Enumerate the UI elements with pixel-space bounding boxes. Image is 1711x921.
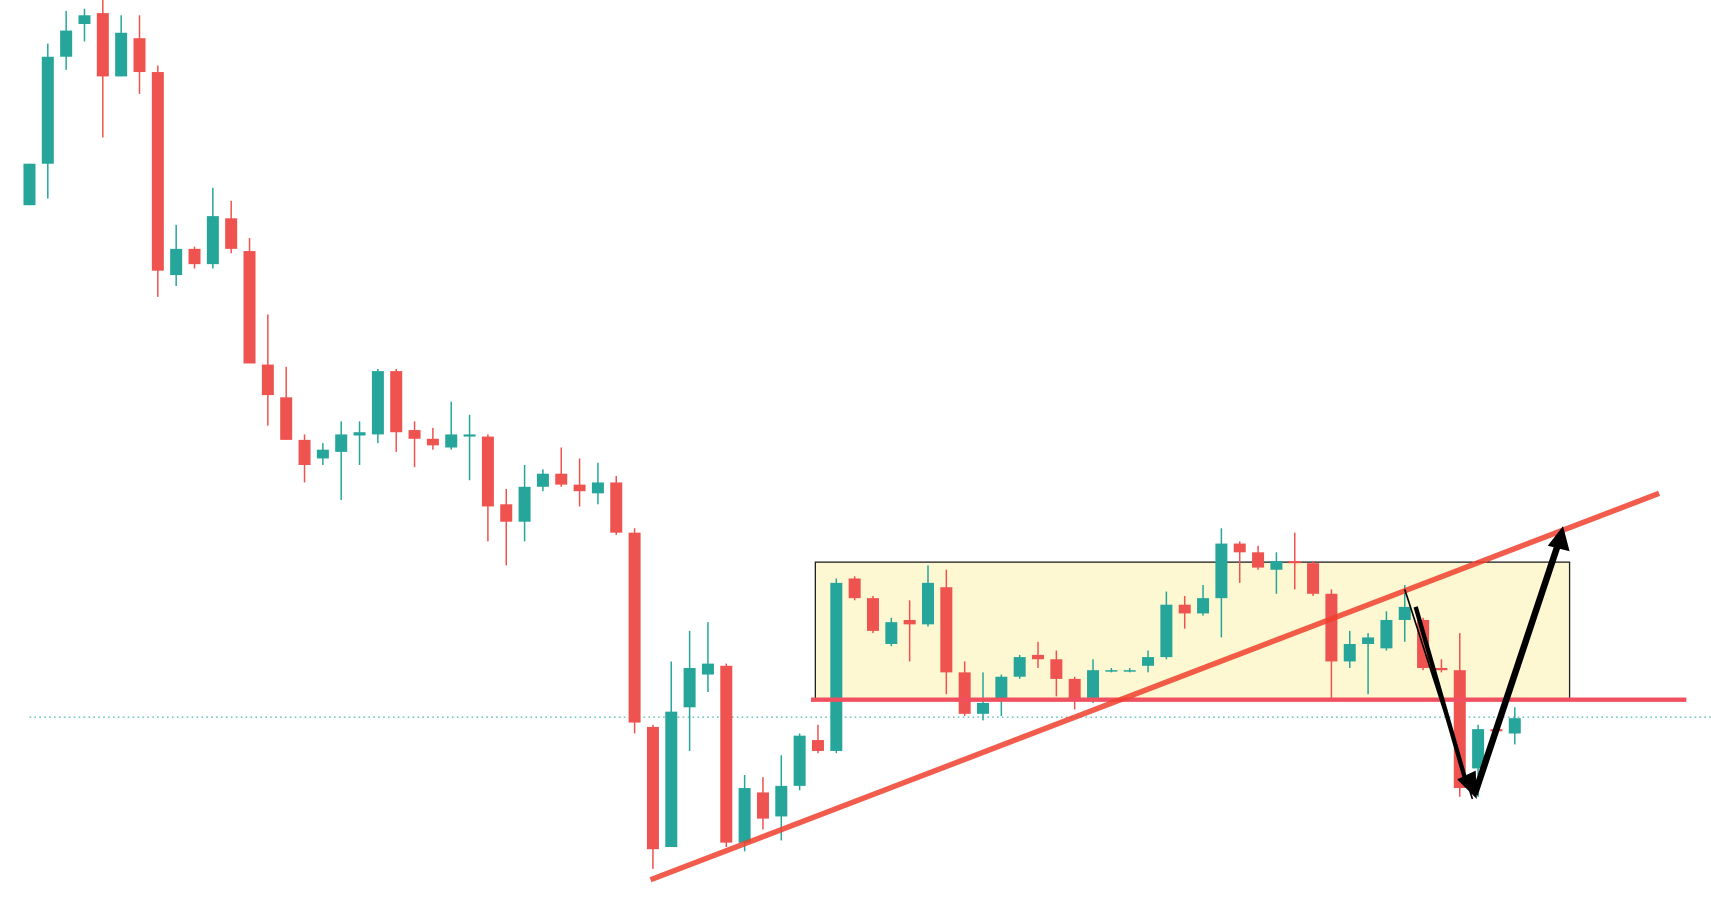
candle-body bbox=[1508, 718, 1521, 734]
candle-body bbox=[1105, 670, 1118, 672]
candle-body bbox=[353, 432, 366, 436]
candle-body bbox=[188, 248, 201, 265]
candle-body bbox=[1160, 604, 1173, 658]
candle-body bbox=[335, 434, 348, 452]
candle-body bbox=[1178, 604, 1191, 614]
candle-body bbox=[23, 163, 36, 206]
candle-body bbox=[1380, 619, 1393, 649]
candle-body bbox=[536, 473, 549, 487]
candle-body bbox=[903, 619, 916, 625]
candle-body bbox=[1197, 598, 1210, 614]
candle-body bbox=[1142, 657, 1155, 666]
candle-body bbox=[1398, 606, 1411, 620]
candle-body bbox=[1050, 659, 1063, 679]
candle-body bbox=[481, 436, 494, 507]
down-arrow-head bbox=[1457, 770, 1477, 799]
candle-body bbox=[958, 672, 971, 714]
candle-body bbox=[1435, 667, 1448, 671]
candle-body bbox=[206, 216, 219, 265]
candle-body bbox=[977, 702, 990, 714]
candle-body bbox=[371, 371, 384, 435]
candle-body bbox=[555, 473, 568, 485]
candle-body bbox=[518, 486, 531, 522]
candle-body bbox=[298, 439, 311, 465]
candle-body bbox=[463, 434, 476, 437]
candle-body bbox=[500, 504, 513, 522]
candle-body bbox=[41, 56, 54, 164]
candle-body bbox=[1233, 543, 1246, 553]
candle-body bbox=[1472, 729, 1485, 769]
candle-body bbox=[701, 663, 714, 675]
candle-body bbox=[1288, 561, 1301, 564]
candle-body bbox=[1123, 670, 1136, 672]
candle-body bbox=[316, 449, 329, 459]
candle-body bbox=[1343, 643, 1356, 662]
candle-body bbox=[995, 676, 1008, 699]
candle-body bbox=[665, 711, 678, 848]
candle-body bbox=[1252, 552, 1265, 568]
candle-body bbox=[1068, 678, 1081, 701]
candle-body bbox=[445, 434, 458, 448]
down-arrow bbox=[1413, 606, 1468, 783]
candle-body bbox=[408, 430, 421, 439]
candle-body bbox=[793, 735, 806, 786]
candle-body bbox=[756, 792, 769, 819]
candle-body bbox=[151, 72, 164, 271]
up-arrow-head bbox=[1547, 526, 1570, 552]
candle-body bbox=[78, 15, 91, 25]
candle-body bbox=[60, 30, 73, 57]
candle-body bbox=[115, 32, 128, 77]
candle-body bbox=[280, 397, 293, 440]
candle-body bbox=[1215, 543, 1228, 599]
candle-body bbox=[646, 726, 659, 850]
candle-body bbox=[1307, 563, 1320, 594]
candle-body bbox=[225, 218, 238, 249]
candle-body bbox=[1013, 657, 1026, 677]
candle-body bbox=[1325, 593, 1338, 662]
candle-body bbox=[811, 740, 824, 751]
candle-body bbox=[390, 371, 403, 433]
drawings-front bbox=[649, 490, 1687, 883]
candle-body bbox=[940, 587, 953, 673]
candle-body bbox=[1270, 561, 1283, 570]
candle-body bbox=[628, 532, 641, 723]
candle-body bbox=[738, 788, 751, 843]
candles bbox=[23, 0, 1521, 869]
candle-body bbox=[1362, 637, 1375, 644]
candle-body bbox=[426, 438, 439, 446]
candle-body bbox=[866, 598, 879, 631]
candle-body bbox=[921, 582, 934, 625]
candle-body bbox=[170, 248, 183, 276]
up-arrow bbox=[1471, 544, 1561, 796]
trend-line bbox=[649, 490, 1661, 883]
candle-body bbox=[830, 582, 843, 751]
candle-body bbox=[133, 38, 146, 73]
candle-body bbox=[261, 364, 274, 396]
candle-body bbox=[1032, 654, 1045, 660]
candle-body bbox=[885, 622, 898, 644]
candle-body bbox=[775, 785, 788, 817]
candle-body bbox=[573, 484, 586, 492]
candle-body bbox=[683, 667, 696, 708]
candle-body bbox=[610, 482, 623, 533]
candle-body bbox=[96, 13, 109, 77]
candle-body bbox=[591, 482, 604, 494]
candle-body bbox=[848, 578, 861, 599]
candle-body bbox=[720, 665, 733, 843]
candle-body bbox=[243, 251, 256, 364]
candle-body bbox=[1087, 670, 1100, 699]
